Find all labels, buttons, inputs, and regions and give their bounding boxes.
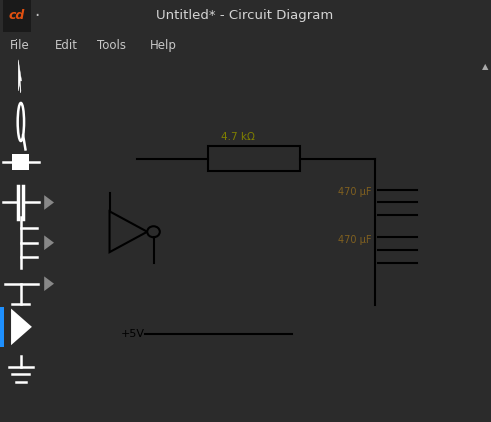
Polygon shape (44, 195, 54, 210)
Text: +5V: +5V (121, 329, 145, 339)
Text: Edit: Edit (55, 38, 78, 51)
Polygon shape (44, 235, 54, 250)
FancyBboxPatch shape (3, 0, 31, 60)
Text: 4.7 kΩ: 4.7 kΩ (220, 132, 254, 142)
Text: 470 μF: 470 μF (338, 187, 371, 197)
Text: 470 μF: 470 μF (338, 235, 371, 245)
Text: Tools: Tools (97, 38, 126, 51)
Bar (0, 307, 3, 347)
Polygon shape (44, 276, 54, 291)
Text: cd: cd (9, 9, 25, 22)
Text: ▲: ▲ (482, 62, 489, 70)
Text: File: File (10, 38, 30, 51)
Text: Help: Help (150, 38, 177, 51)
Polygon shape (11, 308, 32, 345)
Text: ·: · (34, 7, 39, 25)
Text: Untitled* - Circuit Diagram: Untitled* - Circuit Diagram (156, 9, 333, 22)
Bar (208, 146, 300, 171)
Polygon shape (18, 60, 22, 93)
Bar (12, 154, 29, 170)
